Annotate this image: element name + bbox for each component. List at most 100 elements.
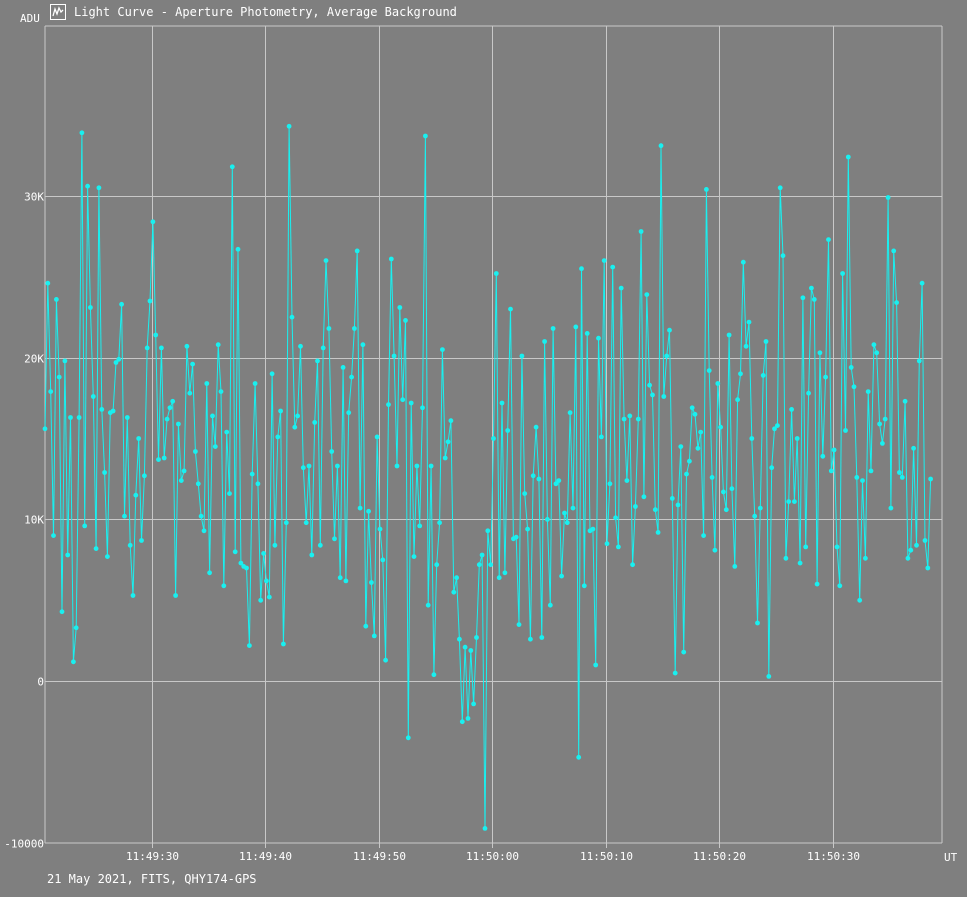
- data-point: [59, 609, 65, 615]
- data-point: [783, 555, 789, 561]
- data-point: [187, 390, 193, 396]
- data-point: [332, 536, 337, 542]
- data-point: [752, 513, 758, 519]
- data-point: [880, 441, 885, 446]
- data-point: [198, 513, 204, 519]
- data-point: [843, 428, 848, 433]
- series-adu: [42, 123, 933, 831]
- data-point: [326, 326, 332, 331]
- data-point: [195, 481, 201, 487]
- window-titlebar: Light Curve - Aperture Photometry, Avera…: [50, 3, 457, 21]
- data-point: [695, 445, 701, 451]
- data-point: [176, 421, 181, 427]
- data-point: [320, 345, 326, 351]
- data-point: [434, 562, 440, 568]
- data-point: [275, 434, 281, 440]
- data-point: [99, 407, 105, 412]
- data-point: [669, 496, 675, 501]
- data-point: [809, 285, 814, 291]
- data-point: [252, 381, 258, 386]
- data-point: [542, 339, 547, 344]
- axis-labels: ADU UT -10000 0 10K 20K 30K 11:49:30 11:49:40 1…: [4, 12, 957, 864]
- data-point: [110, 408, 116, 414]
- data-point: [664, 353, 670, 359]
- light-curve-app-icon[interactable]: [50, 4, 66, 20]
- data-point: [442, 455, 448, 461]
- data-point: [914, 542, 919, 548]
- data-point: [579, 266, 584, 272]
- data-point: [488, 562, 494, 568]
- data-point: [692, 411, 698, 417]
- data-point: [792, 499, 797, 504]
- data-point: [90, 394, 96, 399]
- data-point: [295, 413, 300, 419]
- data-point: [224, 429, 230, 435]
- data-point: [746, 319, 752, 325]
- data-point: [212, 444, 218, 449]
- data-point: [474, 635, 479, 640]
- data-point: [218, 389, 224, 394]
- data-point: [735, 397, 740, 403]
- data-point: [221, 583, 227, 589]
- data-point: [204, 381, 210, 386]
- data-point: [457, 636, 462, 642]
- data-point: [261, 551, 266, 556]
- axes: [44, 25, 943, 848]
- x-tick-label: 11:49:40: [239, 850, 292, 863]
- data-point: [803, 544, 809, 550]
- data-point: [661, 394, 667, 399]
- data-point: [71, 659, 76, 665]
- data-point: [922, 538, 928, 543]
- data-point: [528, 636, 533, 642]
- data-point: [170, 398, 176, 404]
- data-point: [329, 449, 335, 454]
- x-tick-label: 11:50:20: [693, 850, 746, 863]
- data-point: [493, 271, 499, 276]
- data-point: [454, 575, 459, 581]
- data-point: [894, 300, 899, 305]
- data-point: [65, 552, 71, 558]
- data-point: [349, 374, 354, 380]
- data-point: [610, 264, 616, 270]
- data-point: [616, 544, 621, 550]
- data-point: [116, 356, 122, 362]
- data-point: [48, 389, 54, 394]
- data-point: [652, 507, 658, 513]
- data-point: [831, 447, 837, 453]
- data-point: [96, 185, 102, 191]
- data-point: [167, 405, 173, 411]
- data-point: [207, 570, 213, 576]
- data-point: [383, 657, 388, 663]
- data-point: [837, 583, 843, 589]
- data-point: [309, 552, 315, 558]
- data-point: [130, 593, 136, 598]
- data-point: [885, 195, 891, 200]
- data-point: [738, 371, 743, 377]
- data-point: [545, 517, 550, 522]
- data-point: [491, 436, 496, 441]
- data-point: [227, 491, 232, 496]
- data-point: [698, 429, 704, 435]
- data-point: [797, 560, 803, 566]
- y-tick-label: 0: [37, 676, 44, 689]
- data-point: [371, 633, 377, 639]
- data-point: [817, 350, 823, 356]
- data-point: [79, 130, 85, 136]
- data-point: [459, 719, 465, 725]
- data-point: [618, 285, 624, 291]
- data-point: [76, 415, 82, 420]
- data-point: [564, 520, 570, 526]
- y-tick-label: 20K: [24, 353, 44, 366]
- data-point: [136, 436, 142, 441]
- data-point: [499, 400, 505, 406]
- data-point: [919, 280, 925, 286]
- data-point: [513, 534, 519, 540]
- data-point: [62, 358, 68, 364]
- data-point: [834, 544, 840, 550]
- data-point: [482, 826, 488, 831]
- x-tick-label: 11:49:50: [353, 850, 406, 863]
- data-point: [54, 297, 59, 302]
- data-point: [465, 716, 471, 721]
- data-point: [766, 674, 772, 679]
